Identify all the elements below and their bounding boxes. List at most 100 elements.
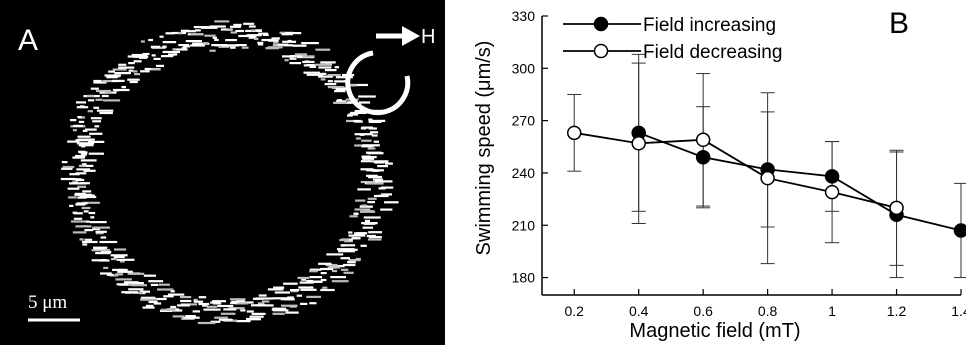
x-tick-label: 1.2 xyxy=(887,303,907,319)
trajectory-speckle xyxy=(73,212,83,215)
trajectory-speckle xyxy=(139,56,148,59)
trajectory-speckle xyxy=(103,99,121,102)
trajectory-speckle xyxy=(349,84,357,87)
trajectory-speckle xyxy=(121,86,126,89)
trajectory-speckle xyxy=(228,307,245,310)
trajectory-speckle xyxy=(132,291,144,294)
trajectory-speckle xyxy=(182,316,200,319)
trajectory-speckle xyxy=(77,116,82,119)
trajectory-speckle xyxy=(210,301,220,304)
trajectory-speckle xyxy=(354,212,359,215)
trajectory-speckle xyxy=(235,302,249,305)
trajectory-speckle xyxy=(360,127,367,130)
trajectory-speckle xyxy=(368,236,382,239)
trajectory-speckle xyxy=(348,234,366,237)
trajectory-speckle xyxy=(214,316,228,319)
trajectory-speckle xyxy=(177,304,190,307)
trajectory-speckle xyxy=(151,54,156,57)
trajectory-speckle xyxy=(360,210,376,213)
trajectory-speckle xyxy=(116,283,129,286)
trajectory-speckle xyxy=(243,22,255,25)
trajectory-speckle xyxy=(230,302,237,305)
trajectory-speckle xyxy=(198,302,210,306)
trajectory-speckle xyxy=(70,119,77,122)
trajectory-speckle xyxy=(290,55,304,58)
trajectory-speckle xyxy=(336,99,342,102)
y-tick-label: 300 xyxy=(512,60,536,76)
trajectory-speckle xyxy=(75,154,86,158)
panel-a-label: A xyxy=(18,24,38,57)
trajectory-speckle xyxy=(106,273,114,276)
trajectory-speckle xyxy=(347,114,353,117)
trajectory-speckle xyxy=(267,46,283,49)
trajectory-speckle xyxy=(218,45,230,48)
x-tick-label: 0.6 xyxy=(693,303,713,319)
trajectory-speckle xyxy=(274,291,290,294)
trajectory-speckle xyxy=(210,320,221,323)
trajectory-speckle xyxy=(325,263,338,267)
trajectory-speckle xyxy=(297,276,310,279)
trajectory-speckle xyxy=(71,220,86,223)
trajectory-speckle xyxy=(95,232,104,235)
trajectory-speckle xyxy=(203,42,208,45)
trajectory-speckle xyxy=(268,39,279,42)
error-bars xyxy=(567,53,966,279)
trajectory-speckle xyxy=(340,257,350,260)
trajectory-speckle xyxy=(356,232,368,235)
trajectory-speckle xyxy=(231,300,239,303)
trajectory-speckle xyxy=(72,231,87,234)
data-point-increasing xyxy=(824,169,840,184)
trajectory-speckle xyxy=(86,94,95,97)
trajectory-speckle xyxy=(285,32,302,35)
trajectory-speckle xyxy=(128,62,135,65)
trajectory-speckle xyxy=(281,304,298,307)
trajectory-speckle xyxy=(72,181,79,184)
trajectory-speckle xyxy=(198,296,207,299)
trajectory-speckle xyxy=(83,210,89,213)
data-point-decreasing xyxy=(760,170,775,186)
trajectory-speckle xyxy=(112,68,127,71)
trajectory-speckle xyxy=(306,295,321,298)
trajectory-speckle xyxy=(106,76,118,79)
trajectory-speckle xyxy=(102,80,119,83)
trajectory-speckle xyxy=(173,53,178,56)
trajectory-speckle xyxy=(93,79,102,83)
trajectory-speckle xyxy=(148,300,158,304)
trajectory-speckle xyxy=(84,220,90,223)
trajectory-speckle xyxy=(374,180,393,183)
trajectory-speckle xyxy=(263,33,269,36)
trajectory-speckle xyxy=(248,25,256,28)
legend-entry: Field decreasing xyxy=(643,42,782,63)
trajectory-speckle xyxy=(324,83,337,86)
trajectory-speckle xyxy=(140,40,145,43)
y-axis-label: Swimming speed (μm/s) xyxy=(473,41,495,256)
trajectory-speckle xyxy=(378,187,386,190)
trajectory-speckle xyxy=(368,238,382,241)
trajectory-speckle xyxy=(206,305,217,308)
data-points xyxy=(566,125,966,238)
trajectory-speckle xyxy=(367,147,376,150)
trajectory-speckle xyxy=(368,231,382,234)
trajectory-speckle xyxy=(327,74,341,77)
trajectory-speckle xyxy=(127,55,139,58)
trajectory-speckle xyxy=(74,192,86,195)
trajectory-speckle xyxy=(283,44,293,47)
trajectory-speckle xyxy=(92,226,110,229)
trajectory-speckle xyxy=(150,45,161,48)
trajectory-speckle xyxy=(168,53,176,56)
trajectory-speckle xyxy=(360,180,379,184)
trajectory-speckle xyxy=(289,289,300,292)
trajectory-speckle xyxy=(320,72,327,75)
trajectory-speckle xyxy=(151,68,161,71)
trajectory-speckle xyxy=(98,259,110,262)
trajectory-speckle xyxy=(249,315,264,318)
trajectory-speckle xyxy=(236,299,245,302)
panel-b-label: B xyxy=(889,7,909,40)
trajectory-speckle xyxy=(217,304,234,308)
rotation-arc xyxy=(345,50,411,116)
trajectory-speckle xyxy=(261,300,270,303)
trajectory-speckle xyxy=(80,159,97,162)
trajectory-speckle xyxy=(334,90,346,93)
trajectory-speckle xyxy=(340,244,356,247)
data-point-decreasing xyxy=(566,125,582,141)
